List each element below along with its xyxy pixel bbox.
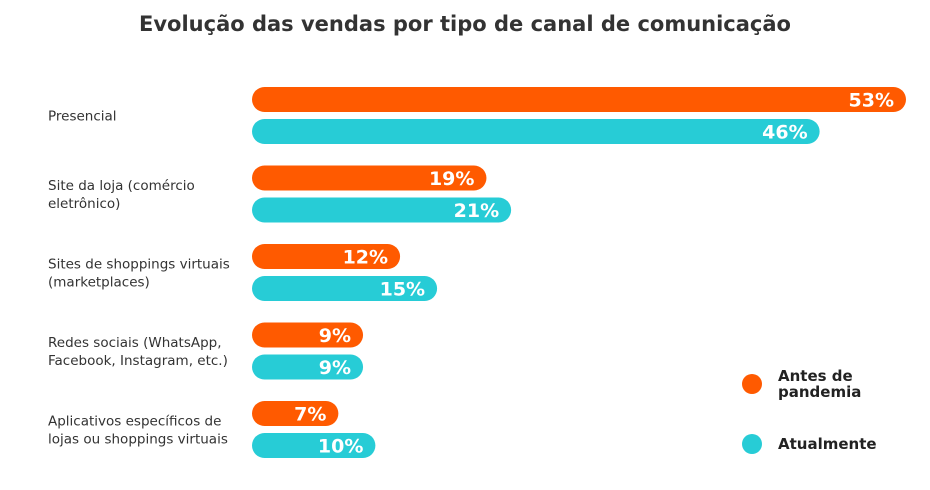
- legend-swatch-atualmente: [742, 434, 762, 454]
- data-label: 19%: [429, 168, 474, 190]
- bar: [252, 276, 438, 301]
- bar: [252, 87, 906, 112]
- bar: [252, 433, 376, 458]
- bar: [252, 119, 820, 144]
- category-label: Site da loja (comércio eletrônico): [48, 178, 195, 212]
- category-label: Sites de shoppings virtuais (marketplaces…: [48, 257, 230, 291]
- legend-label-atualmente: Atualmente: [778, 435, 877, 453]
- chart-title: Evolução das vendas por tipo de canal de…: [139, 12, 791, 36]
- legend-item-atualmente: Atualmente: [742, 434, 877, 454]
- category-label: Presencial: [48, 109, 117, 125]
- bar: [252, 197, 512, 223]
- legend-label-antes: Antes de pandemia: [778, 367, 862, 401]
- legend-swatch-antes: [742, 374, 762, 394]
- data-label: 9%: [319, 357, 351, 379]
- category-label: Aplicativos específicos de lojas ou shopp…: [48, 414, 228, 448]
- bar: [252, 354, 364, 380]
- bar: [252, 244, 401, 269]
- bar: [252, 322, 364, 348]
- data-label: 12%: [343, 247, 388, 269]
- bar: [252, 165, 487, 191]
- bar: [252, 401, 339, 426]
- data-label: 21%: [454, 200, 499, 222]
- data-label: 46%: [762, 122, 807, 144]
- data-label: 15%: [380, 279, 425, 301]
- data-label: 7%: [294, 404, 326, 426]
- data-label: 10%: [318, 436, 363, 458]
- legend-item-antes: Antes de pandemia: [742, 368, 873, 400]
- category-label: Redes sociais (WhatsApp, Facebook, Instag…: [48, 335, 228, 369]
- data-label: 53%: [849, 90, 894, 112]
- data-label: 9%: [319, 325, 351, 347]
